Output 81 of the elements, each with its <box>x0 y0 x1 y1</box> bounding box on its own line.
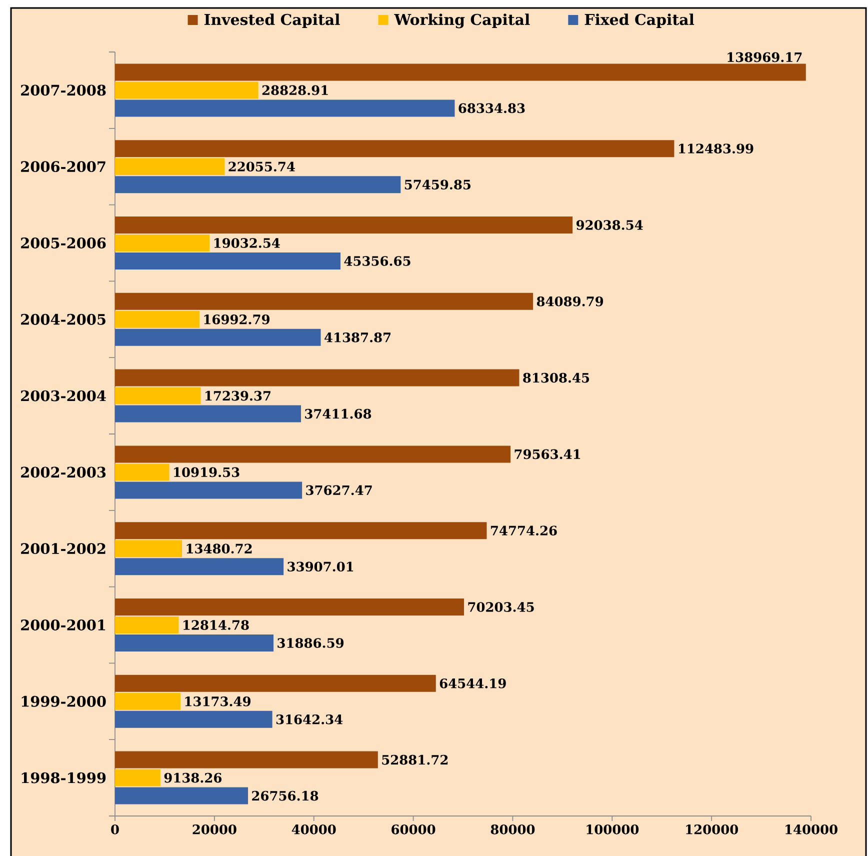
y-tick-label: 2004-2005 <box>21 314 106 325</box>
legend-label: Fixed Capital <box>584 14 694 28</box>
x-tick-label: 0 <box>111 824 119 834</box>
legend-label: Working Capital <box>394 14 530 28</box>
bar <box>115 82 258 99</box>
bar <box>115 64 806 81</box>
data-label: 112483.99 <box>678 144 754 154</box>
bar <box>115 328 321 346</box>
data-label: 37627.47 <box>306 485 372 496</box>
data-label: 17239.37 <box>205 390 270 401</box>
bar <box>115 674 436 692</box>
y-tick-label: 2006-2007 <box>21 161 106 172</box>
data-label: 41387.87 <box>324 332 390 342</box>
bar <box>115 540 182 558</box>
x-tick-label: 120000 <box>686 824 738 834</box>
y-tick-label: 2002-2003 <box>21 466 106 478</box>
data-label: 68334.83 <box>458 103 525 114</box>
bar <box>115 558 284 576</box>
legend-label: Invested Capital <box>204 14 340 28</box>
y-tick-label: 1999-2000 <box>22 696 106 707</box>
bar <box>115 464 170 481</box>
bar <box>115 310 200 328</box>
bar <box>115 446 511 463</box>
bar <box>115 216 573 234</box>
y-tick-label: 2007-2008 <box>21 84 106 96</box>
data-label: 22055.74 <box>228 162 295 172</box>
bar <box>115 176 401 194</box>
data-label: 84089.79 <box>536 296 604 306</box>
data-label: 10919.53 <box>174 467 240 478</box>
bar <box>115 598 464 616</box>
y-tick-label: 2000-2001 <box>21 620 106 630</box>
data-label: 26756.18 <box>252 790 318 801</box>
x-tick-label: 60000 <box>392 824 436 834</box>
y-tick-label: 2003-2004 <box>21 390 106 402</box>
x-tick-label: 20000 <box>192 824 236 834</box>
bar <box>115 292 534 310</box>
x-tick-label: 100000 <box>586 824 639 834</box>
data-label: 31642.34 <box>276 714 343 724</box>
bar <box>115 769 160 786</box>
y-tick-label: 2005-2006 <box>21 238 106 248</box>
bar <box>115 140 674 158</box>
bar <box>115 616 179 634</box>
bar <box>115 100 455 117</box>
data-label: 52881.72 <box>382 754 448 765</box>
bar <box>115 787 248 804</box>
bar <box>115 634 274 652</box>
data-label: 28828.91 <box>262 85 328 96</box>
data-label: 31886.59 <box>278 638 344 648</box>
bar <box>115 252 340 270</box>
bar <box>115 158 225 176</box>
data-label: 79563.41 <box>514 449 580 460</box>
data-label: 74774.26 <box>490 526 557 536</box>
data-label: 70203.45 <box>468 602 534 612</box>
data-label: 45356.65 <box>344 256 410 266</box>
bar <box>115 387 201 404</box>
data-label: 64544.19 <box>440 678 506 688</box>
data-label: 12814.78 <box>183 620 249 630</box>
bar <box>115 522 487 540</box>
y-tick-label: 1998-1999 <box>22 772 106 784</box>
bar <box>115 710 272 728</box>
bar <box>115 405 301 422</box>
x-tick-label: 80000 <box>490 824 535 834</box>
bar <box>115 692 180 710</box>
y-tick-label: 2001-2002 <box>21 543 106 554</box>
data-label: 138969.17 <box>728 52 802 62</box>
bar <box>115 234 210 252</box>
data-label: 57459.85 <box>404 180 470 190</box>
bar <box>115 482 302 499</box>
data-label: 13173.49 <box>185 696 250 706</box>
data-label: 9138.26 <box>164 772 222 783</box>
data-label: 16992.79 <box>204 314 270 324</box>
bar <box>115 751 378 768</box>
x-tick-label: 140000 <box>786 824 838 834</box>
data-label: 19032.54 <box>214 238 280 248</box>
data-label: 81308.45 <box>523 372 590 383</box>
bar <box>115 369 520 386</box>
x-tick-label: 40000 <box>292 824 336 834</box>
data-label: 33907.01 <box>288 562 354 572</box>
data-label: 13480.72 <box>186 544 252 554</box>
data-label: 92038.54 <box>576 220 643 230</box>
data-label: 37411.68 <box>305 408 372 419</box>
